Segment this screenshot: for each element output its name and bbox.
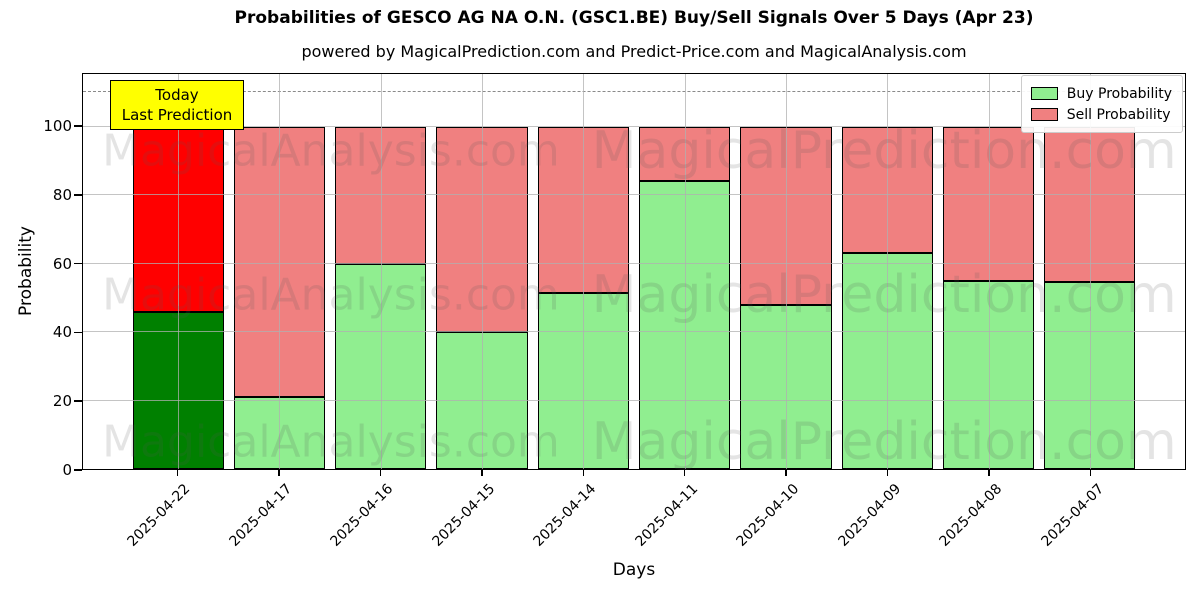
- v-gridline: [583, 74, 585, 469]
- y-tick-mark: [74, 400, 82, 402]
- x-tick-mark: [582, 470, 584, 476]
- v-gridline: [1089, 74, 1091, 469]
- chart-title: Probabilities of GESCO AG NA O.N. (GSC1.…: [234, 8, 1034, 28]
- x-tick-label: 2025-04-22: [124, 481, 194, 550]
- h-gridline: [83, 125, 1185, 127]
- legend: Buy Probability Sell Probability: [1020, 75, 1183, 133]
- x-tick-label: 2025-04-10: [733, 481, 803, 550]
- x-tick-mark: [785, 470, 787, 476]
- x-tick-label: 2025-04-16: [327, 481, 397, 550]
- legend-item-buy: Buy Probability: [1030, 83, 1172, 104]
- x-tick-mark: [683, 470, 686, 476]
- annotation-line-2: Last Prediction: [121, 106, 233, 124]
- legend-label-sell: Sell Probability: [1066, 106, 1171, 123]
- v-gridline: [482, 74, 484, 469]
- y-tick-mark: [74, 125, 82, 127]
- y-tick-mark: [74, 331, 82, 334]
- legend-swatch-buy: [1030, 87, 1058, 100]
- y-tick-label: 100: [43, 116, 72, 135]
- legend-swatch-sell: [1030, 108, 1058, 121]
- dashed-threshold-line: [83, 91, 1185, 93]
- x-tick-label: 2025-04-14: [530, 481, 600, 550]
- x-tick-label: 2025-04-09: [835, 481, 904, 550]
- chart-subtitle: powered by MagicalPrediction.com and Pre…: [301, 42, 967, 61]
- x-tick-label: 2025-04-15: [429, 481, 499, 550]
- x-tick-mark: [1089, 470, 1092, 476]
- v-gridline: [684, 74, 686, 469]
- x-tick-mark: [278, 470, 280, 476]
- x-tick-mark: [379, 470, 382, 476]
- h-gridline: [83, 194, 1185, 196]
- x-tick-mark: [176, 470, 179, 476]
- annotation-line-1: Today: [155, 86, 199, 104]
- legend-label-buy: Buy Probability: [1066, 85, 1172, 102]
- y-tick-label: 0: [62, 461, 72, 479]
- plot-area: MagicalAnalysis.comMagicalPrediction.com…: [82, 73, 1186, 472]
- h-gridline: [83, 262, 1185, 264]
- x-tick-label: 2025-04-08: [936, 481, 1006, 550]
- h-gridline: [83, 331, 1185, 333]
- y-tick-label: 80: [52, 185, 72, 204]
- y-tick-label: 60: [52, 254, 72, 273]
- y-tick-label: 40: [52, 323, 72, 342]
- v-gridline: [178, 74, 180, 469]
- x-tick-mark: [886, 470, 889, 476]
- y-tick-mark: [74, 194, 82, 196]
- y-tick-mark: [74, 262, 82, 265]
- x-tick-label: 2025-04-11: [632, 481, 702, 550]
- v-gridline: [380, 74, 382, 469]
- v-gridline: [988, 74, 990, 469]
- x-tick-mark: [481, 470, 483, 476]
- v-gridline: [279, 74, 281, 469]
- legend-item-sell: Sell Probability: [1030, 104, 1172, 125]
- x-tick-label: 2025-04-07: [1038, 481, 1107, 550]
- y-tick-label: 20: [52, 392, 72, 411]
- h-gridline: [83, 399, 1185, 401]
- v-gridline: [887, 74, 889, 469]
- x-axis-label: Days: [612, 560, 656, 580]
- v-gridline: [785, 74, 787, 469]
- annotation-today-box: Today Last Prediction: [110, 80, 244, 130]
- y-tick-mark: [74, 469, 82, 471]
- x-tick-label: 2025-04-17: [226, 481, 296, 550]
- x-tick-mark: [988, 470, 990, 476]
